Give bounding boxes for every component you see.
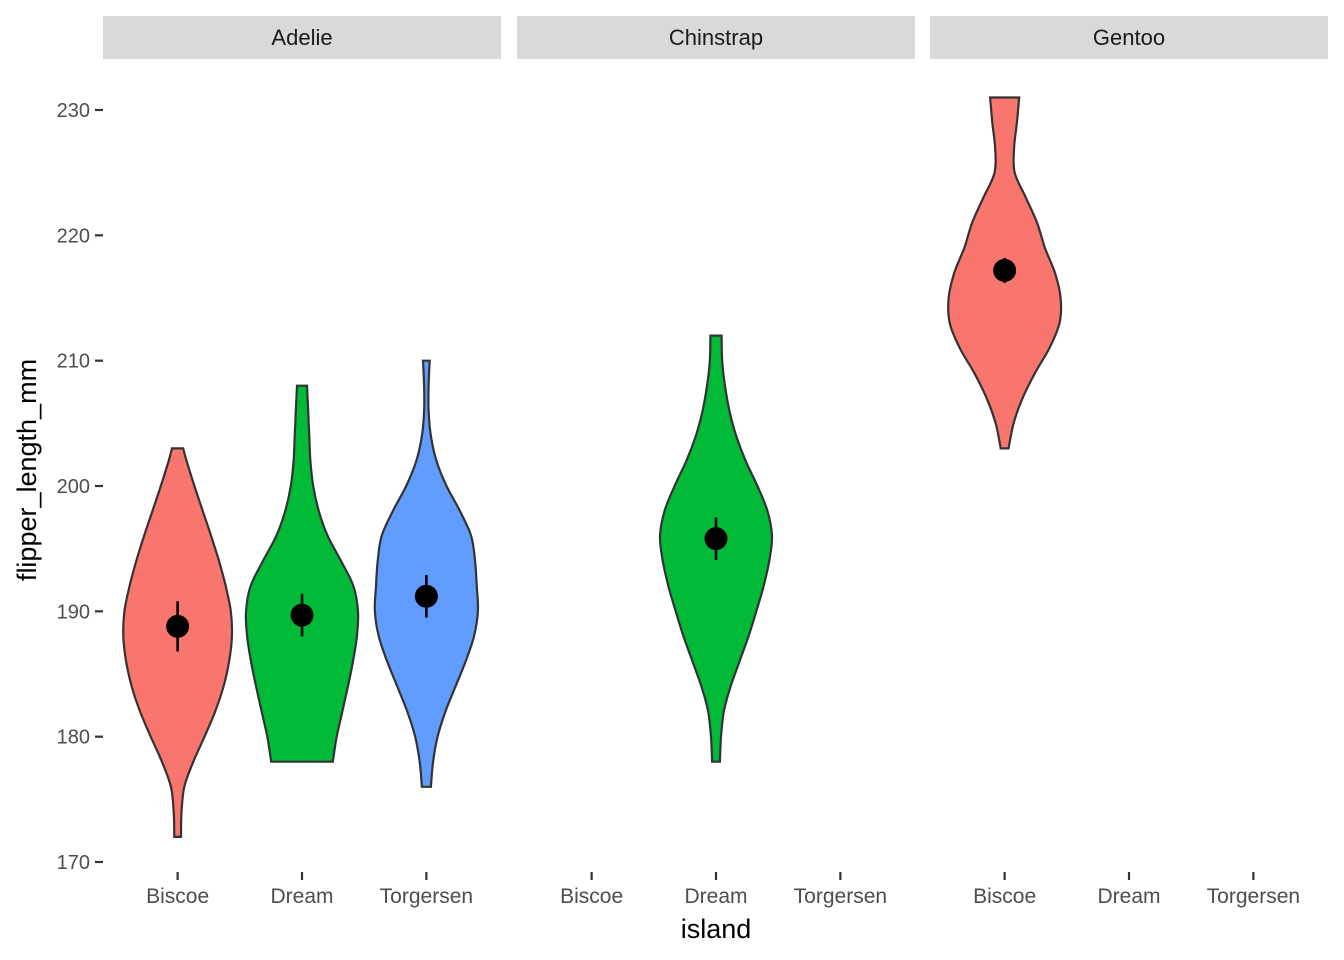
x-axis: Biscoe Dream Torgersen Biscoe Dream Torgersen… <box>146 872 1300 908</box>
mean-point <box>290 603 314 627</box>
y-tick-label: 220 <box>57 225 90 247</box>
x-tick-label: Torgersen <box>794 885 887 908</box>
facet-label: Adelie <box>271 25 332 50</box>
facet-strip-chinstrap <box>517 16 915 59</box>
y-axis-title: flipper_length_mm <box>12 359 42 581</box>
facet-strip-adelie <box>103 16 501 59</box>
x-tick-label: Torgersen <box>380 885 473 908</box>
x-axis-title: island <box>681 914 752 944</box>
facet-strip-gentoo <box>930 16 1328 59</box>
x-tick-label: Dream <box>684 885 747 908</box>
y-tick-label: 200 <box>57 476 90 498</box>
x-tick-label: Dream <box>1097 885 1160 908</box>
x-tick-label: Biscoe <box>973 885 1036 908</box>
y-tick-label: 210 <box>57 351 90 373</box>
y-tick-label: 190 <box>57 601 90 623</box>
mean-point <box>704 527 728 551</box>
y-tick-label: 170 <box>57 852 90 874</box>
facet-strips: Adelie Chinstrap Gentoo <box>103 16 1328 59</box>
facet-label: Chinstrap <box>669 25 763 50</box>
x-tick-label: Biscoe <box>146 885 209 908</box>
facet-label: Gentoo <box>1093 25 1165 50</box>
x-tick-label: Biscoe <box>560 885 623 908</box>
y-axis: 170 180 190 200 210 220 230 <box>57 100 103 874</box>
y-tick-label: 180 <box>57 727 90 749</box>
mean-point <box>166 614 190 638</box>
mean-point <box>414 584 438 608</box>
violin-layer <box>122 96 1063 838</box>
violin-adelie-torgersen <box>373 359 480 788</box>
x-tick-label: Dream <box>270 885 333 908</box>
violin-adelie-dream <box>244 384 360 763</box>
x-tick-label: Torgersen <box>1207 885 1300 908</box>
mean-point <box>993 258 1017 282</box>
y-tick-label: 230 <box>57 100 90 122</box>
